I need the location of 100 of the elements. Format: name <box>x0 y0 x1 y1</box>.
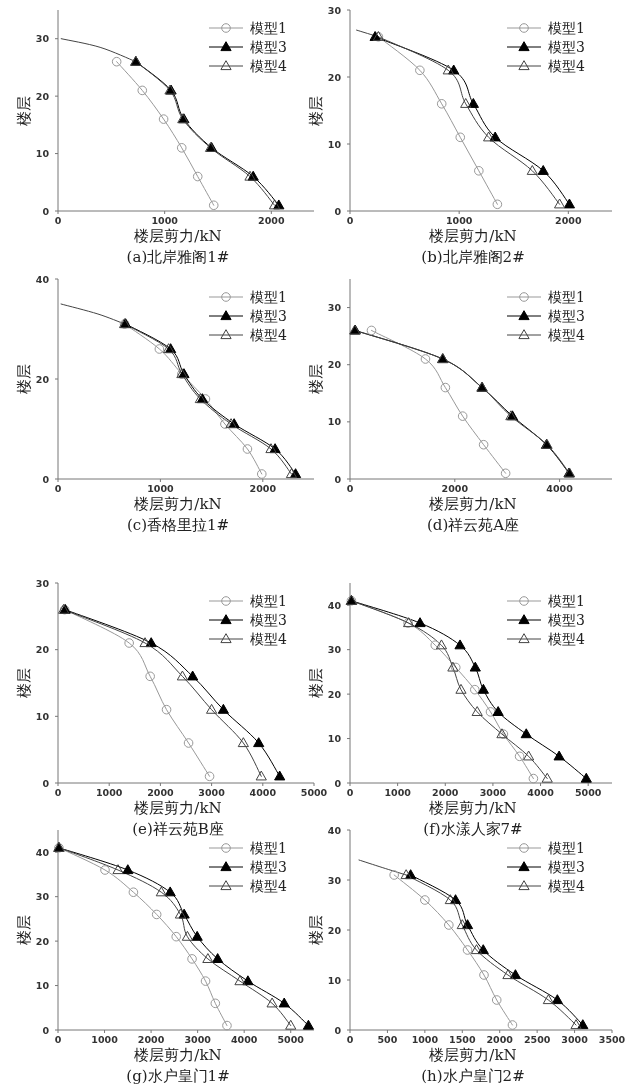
text: (a)北岸雅阁1# <box>126 248 230 266</box>
x-tick-label: 2000 <box>147 787 174 798</box>
text: (h)水户皇门2# <box>421 1067 525 1085</box>
x-tick-label: 1000 <box>147 483 174 494</box>
x-tick-label: 4000 <box>546 483 574 494</box>
x-tick-label: 1000 <box>411 1034 439 1045</box>
y-tick-label: 40 <box>35 273 50 285</box>
x-tick-label: 2500 <box>523 1034 551 1045</box>
x-tick-label: 0 <box>54 215 62 226</box>
x-axis-title: 楼层剪力/kN <box>134 799 222 817</box>
y-tick-label: 10 <box>35 980 50 992</box>
legend-label: 模型4 <box>548 327 585 343</box>
y-tick-label: 10 <box>35 148 50 160</box>
text: (f)水漾人家7# <box>423 820 523 838</box>
legend-label: 模型4 <box>250 327 287 343</box>
y-tick-label: 0 <box>42 1024 50 1036</box>
y-tick-label: 0 <box>334 1024 342 1036</box>
legend-label: 模型1 <box>250 593 287 609</box>
y-tick-label: 20 <box>327 359 342 371</box>
legend-label: 模型3 <box>548 39 585 55</box>
y-tick-label: 10 <box>327 974 342 986</box>
y-axis-title: 楼层 <box>15 95 33 126</box>
x-tick-label: 500 <box>377 1034 398 1045</box>
x-axis-title: 楼层剪力/kN <box>429 1046 517 1064</box>
y-tick-label: 20 <box>327 924 342 936</box>
x-axis-title: 楼层剪力/kN <box>134 1046 222 1064</box>
x-tick-label: 1000 <box>384 787 412 798</box>
y-axis-title: 楼层 <box>15 915 33 945</box>
y-tick-label: 30 <box>35 33 50 45</box>
x-axis-title: 楼层剪力/kN <box>134 227 222 245</box>
y-axis-title: 楼层 <box>15 668 33 698</box>
legend-label: 模型1 <box>250 20 287 36</box>
y-axis-title: 楼层 <box>307 95 325 126</box>
legend-label: 模型3 <box>548 612 585 628</box>
y-tick-label: 10 <box>327 416 342 428</box>
x-tick-label: 2000 <box>258 215 285 226</box>
x-tick-label: 3500 <box>598 1034 626 1045</box>
x-tick-label: 0 <box>54 483 62 494</box>
x-tick-label: 1000 <box>91 1034 119 1045</box>
text: (g)水户皇门1# <box>126 1067 230 1085</box>
y-tick-label: 30 <box>327 302 342 314</box>
y-axis-title: 楼层 <box>307 915 325 945</box>
text: (d)祥云苑A座 <box>426 516 520 534</box>
y-tick-label: 0 <box>334 473 342 485</box>
x-tick-label: 3000 <box>479 787 507 798</box>
x-tick-label: 3000 <box>561 1034 589 1045</box>
y-tick-label: 30 <box>327 4 342 16</box>
legend-label: 模型1 <box>548 20 585 36</box>
legend-label: 模型3 <box>548 859 585 875</box>
y-tick-label: 10 <box>327 733 342 745</box>
x-tick-label: 3000 <box>198 787 226 798</box>
x-tick-label: 2000 <box>432 787 459 798</box>
legend-label: 模型4 <box>250 58 287 74</box>
x-tick-label: 5000 <box>277 1034 305 1045</box>
y-tick-label: 0 <box>42 777 50 789</box>
x-tick-label: 1000 <box>95 787 123 798</box>
x-axis-title: 楼层剪力/kN <box>429 227 517 245</box>
text: (e)祥云苑B座 <box>132 820 224 838</box>
x-tick-label: 2000 <box>137 1034 165 1045</box>
text: (c)香格里拉1# <box>126 516 230 534</box>
legend-label: 模型3 <box>250 612 287 628</box>
y-tick-label: 30 <box>35 577 50 589</box>
x-tick-label: 2000 <box>486 1034 514 1045</box>
x-axis-title: 楼层剪力/kN <box>429 495 517 513</box>
x-tick-label: 4000 <box>230 1034 258 1045</box>
y-tick-label: 20 <box>35 935 50 947</box>
x-tick-label: 1000 <box>445 215 473 226</box>
y-tick-label: 30 <box>35 891 50 903</box>
x-tick-label: 4000 <box>249 787 277 798</box>
x-tick-label: 1500 <box>449 1034 476 1045</box>
legend-label: 模型1 <box>548 593 585 609</box>
y-tick-label: 40 <box>327 599 342 611</box>
y-tick-label: 40 <box>35 846 50 858</box>
x-tick-label: 1000 <box>151 215 179 226</box>
legend-label: 模型3 <box>548 308 585 324</box>
x-tick-label: 0 <box>346 787 354 798</box>
y-tick-label: 20 <box>35 90 50 102</box>
y-axis-title: 楼层 <box>307 668 325 698</box>
x-tick-label: 5000 <box>574 787 602 798</box>
x-tick-label: 0 <box>346 215 354 226</box>
y-tick-label: 10 <box>35 710 50 722</box>
y-axis-title: 楼层 <box>307 364 325 394</box>
x-tick-label: 0 <box>54 787 62 798</box>
x-tick-label: 4000 <box>527 787 555 798</box>
x-tick-label: 3000 <box>184 1034 212 1045</box>
x-tick-label: 2000 <box>441 483 469 494</box>
legend-label: 模型3 <box>250 859 287 875</box>
legend-label: 模型1 <box>250 840 287 856</box>
y-tick-label: 10 <box>327 138 342 150</box>
legend-label: 模型1 <box>250 289 287 305</box>
y-tick-label: 0 <box>334 777 342 789</box>
x-axis-title: 楼层剪力/kN <box>429 799 517 817</box>
x-tick-label: 0 <box>346 1034 354 1045</box>
legend-label: 模型3 <box>250 39 287 55</box>
y-axis-title: 楼层 <box>15 364 33 394</box>
x-tick-label: 2000 <box>249 483 277 494</box>
y-tick-label: 30 <box>327 644 342 656</box>
x-axis-title: 楼层剪力/kN <box>134 495 222 513</box>
x-tick-label: 5000 <box>300 787 328 798</box>
legend-label: 模型4 <box>250 631 287 647</box>
